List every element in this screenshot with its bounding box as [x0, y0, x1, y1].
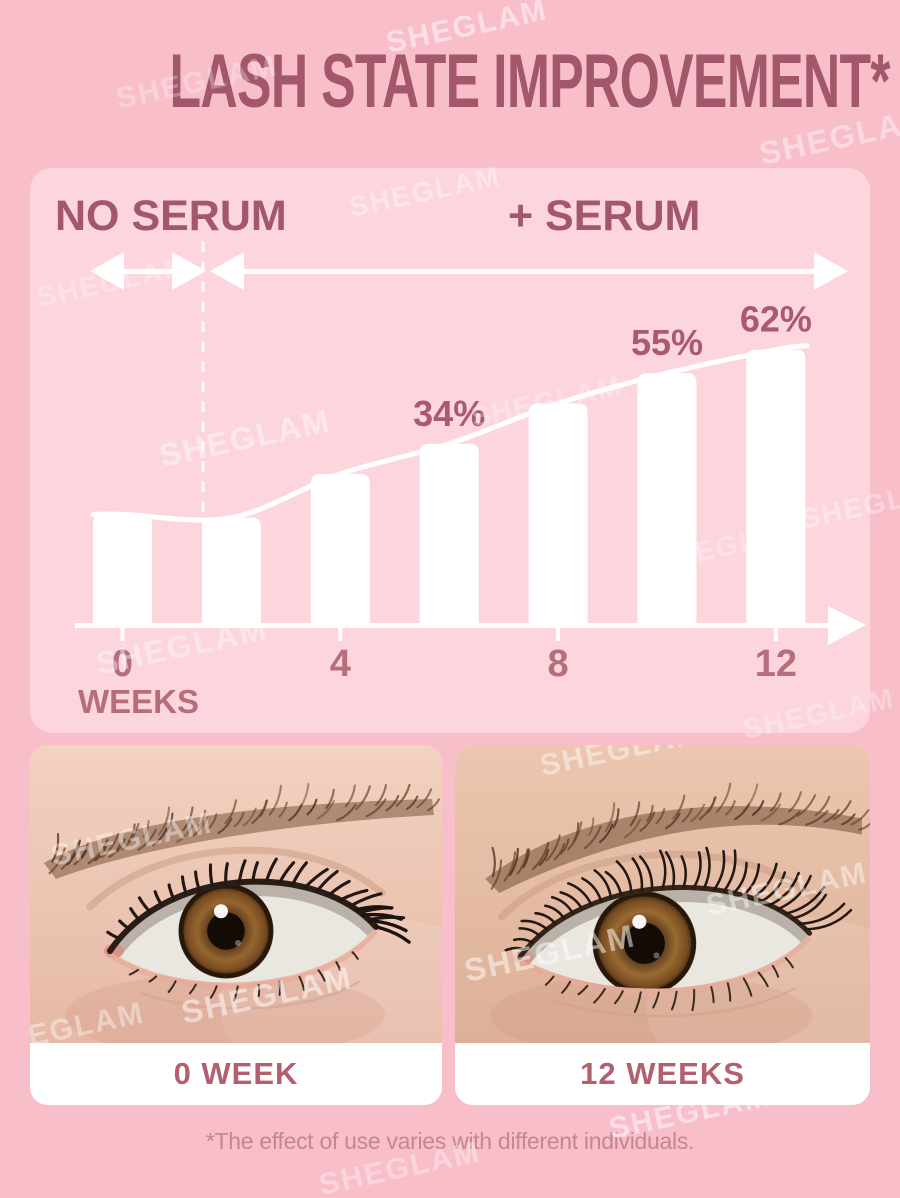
axis-ticks: 0 4 8 12: [112, 625, 797, 685]
upper-lashes: [504, 846, 853, 952]
lower-lashes: [128, 951, 359, 1002]
x-axis: [75, 606, 866, 645]
axis-tick-label: 8: [548, 643, 569, 685]
eyebrow: [48, 782, 441, 875]
bar-value-label: 55%: [631, 322, 703, 363]
plus-serum-label: + SERUM: [508, 192, 700, 240]
bar-value-label: 62%: [740, 299, 812, 340]
after-photo-card: SHEGLAM SHEGLAM SHEGLAM 12 WEEKS: [455, 745, 870, 1105]
chart-bar: [93, 514, 152, 625]
bar-value-label: 34%: [413, 393, 485, 434]
before-label: 0 WEEK: [30, 1043, 442, 1105]
no-serum-label: NO SERUM: [55, 192, 287, 240]
page-title: LASH STATE IMPROVEMENT*: [0, 42, 900, 122]
no-serum-range-arrow: [90, 252, 206, 290]
chart-panel: NO SERUM + SERUM 34% 55% 62%: [30, 168, 870, 733]
upper-lashes: [106, 857, 411, 944]
eye-pupil: [623, 922, 665, 964]
chart-bar: [746, 349, 806, 625]
bars-group: [93, 349, 806, 625]
weeks-axis-label: WEEKS: [78, 683, 199, 720]
eyebrow: [490, 782, 870, 890]
value-labels: 34% 55% 62%: [413, 299, 812, 434]
trend-line: [90, 343, 810, 523]
chart-bar: [419, 443, 479, 625]
eye-pupil: [207, 912, 245, 950]
lower-lashes: [544, 957, 794, 1013]
before-photo-card: SHEGLAM SHEGLAM SHEGLAM 0 WEEK: [30, 745, 442, 1105]
axis-tick-label: 12: [755, 643, 797, 685]
chart-bar: [528, 403, 588, 625]
chart-bar: [201, 517, 261, 625]
axis-arrowhead: [828, 606, 866, 645]
improvement-chart: NO SERUM + SERUM 34% 55% 62%: [55, 192, 866, 720]
page-title-text: LASH STATE IMPROVEMENT*: [169, 39, 890, 124]
chart-bar: [637, 373, 697, 625]
axis-tick-label: 4: [330, 643, 351, 685]
chart-bar: [310, 474, 370, 625]
plus-serum-range-arrow: [210, 252, 848, 290]
disclaimer-text: *The effect of use varies with different…: [205, 1128, 695, 1154]
axis-tick-label: 0: [112, 643, 133, 685]
after-label: 12 WEEKS: [455, 1043, 870, 1105]
eye-photo-before: [30, 745, 442, 1043]
eye-photo-after: [455, 745, 870, 1043]
